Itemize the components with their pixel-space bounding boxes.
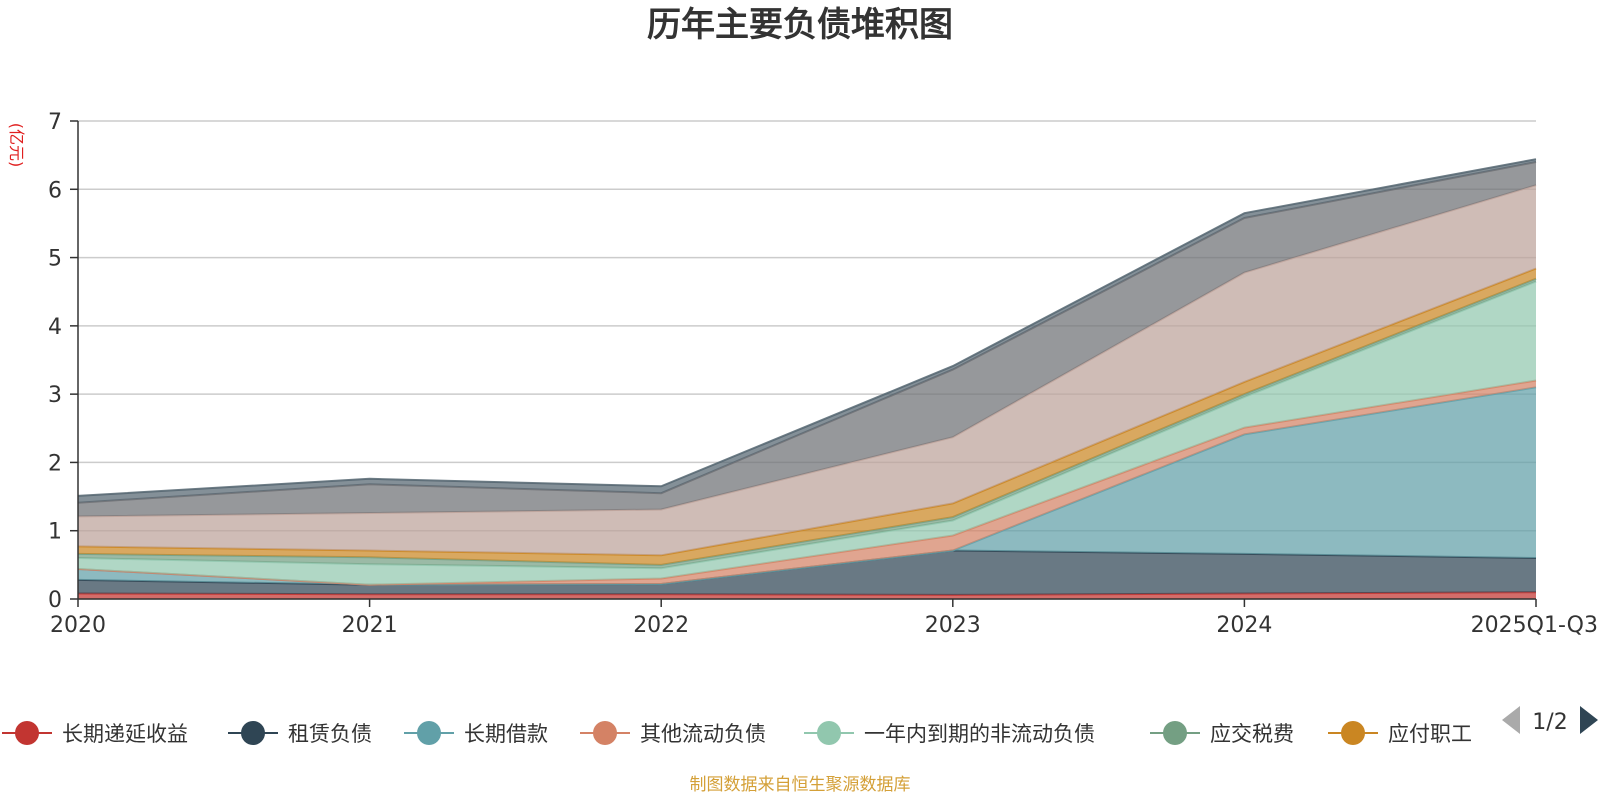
legend-label: 长期借款 (464, 722, 548, 746)
legend-item[interactable]: 租赁负债 (228, 721, 372, 746)
axes: 0 1 2 3 4 5 6 7 2020 2021 2022 2023 2024 2025Q1-Q3 (48, 110, 1598, 638)
legend-item[interactable]: 长期递延收益 (2, 721, 188, 746)
legend-marker (1163, 721, 1187, 745)
legend-item[interactable]: 一年内到期的非流动负债 (804, 721, 1095, 746)
y-tick-label: 7 (48, 110, 62, 135)
x-tick-label: 2025Q1-Q3 (1471, 613, 1598, 638)
legend-marker (15, 721, 39, 745)
source-note: 制图数据来自恒生聚源数据库 (690, 775, 911, 795)
y-tick-label: 2 (48, 451, 62, 476)
x-tick-label: 2023 (925, 613, 981, 638)
x-tick-label: 2021 (342, 613, 398, 638)
area-series-7 (78, 185, 1536, 556)
legend-marker (241, 721, 265, 745)
legend-marker (1341, 721, 1365, 745)
area-series-line-9 (77, 158, 1537, 497)
legend-label: 其他流动负债 (640, 722, 766, 746)
y-tick-label: 1 (48, 520, 62, 545)
legend-label: 应付职工 (1388, 722, 1472, 746)
area-series-8 (78, 162, 1536, 517)
legend-item[interactable]: 应付职工 (1328, 721, 1472, 746)
legend-label: 长期递延收益 (62, 722, 188, 746)
y-tick-label: 3 (48, 383, 62, 408)
y-tick-label: 4 (48, 315, 62, 340)
legend-label: 应交税费 (1210, 722, 1294, 746)
y-tick-label: 6 (48, 178, 62, 203)
x-tick-label: 2022 (633, 613, 689, 638)
legend-marker (417, 721, 441, 745)
legend-marker (593, 721, 617, 745)
stacked-areas (77, 158, 1537, 599)
legend-next-arrow-icon[interactable] (1580, 706, 1598, 734)
legend[interactable]: 长期递延收益 租赁负债 长期借款 其他流动负债 一年内到期的非流动负债 应交税费 应付职工 (2, 721, 1472, 746)
y-tick-label: 0 (48, 588, 62, 613)
legend-label: 一年内到期的非流动负债 (864, 722, 1095, 746)
area-series-2 (78, 387, 1536, 585)
area-series-1 (78, 550, 1536, 595)
legend-item[interactable]: 应交税费 (1150, 721, 1294, 746)
legend-item[interactable]: 长期借款 (404, 721, 548, 746)
legend-pager[interactable]: 1/2 (1502, 706, 1598, 735)
x-tick-label: 2020 (50, 613, 106, 638)
chart-title: 历年主要负债堆积图 (647, 5, 953, 45)
legend-marker (817, 721, 841, 745)
legend-page-indicator: 1/2 (1532, 710, 1567, 735)
x-tick-label: 2024 (1216, 613, 1272, 638)
legend-item[interactable]: 其他流动负债 (580, 721, 766, 746)
legend-prev-arrow-icon[interactable] (1502, 706, 1520, 734)
y-axis-unit-label: (亿元) (7, 123, 26, 168)
legend-label: 租赁负债 (288, 722, 372, 746)
y-tick-label: 5 (48, 247, 62, 272)
